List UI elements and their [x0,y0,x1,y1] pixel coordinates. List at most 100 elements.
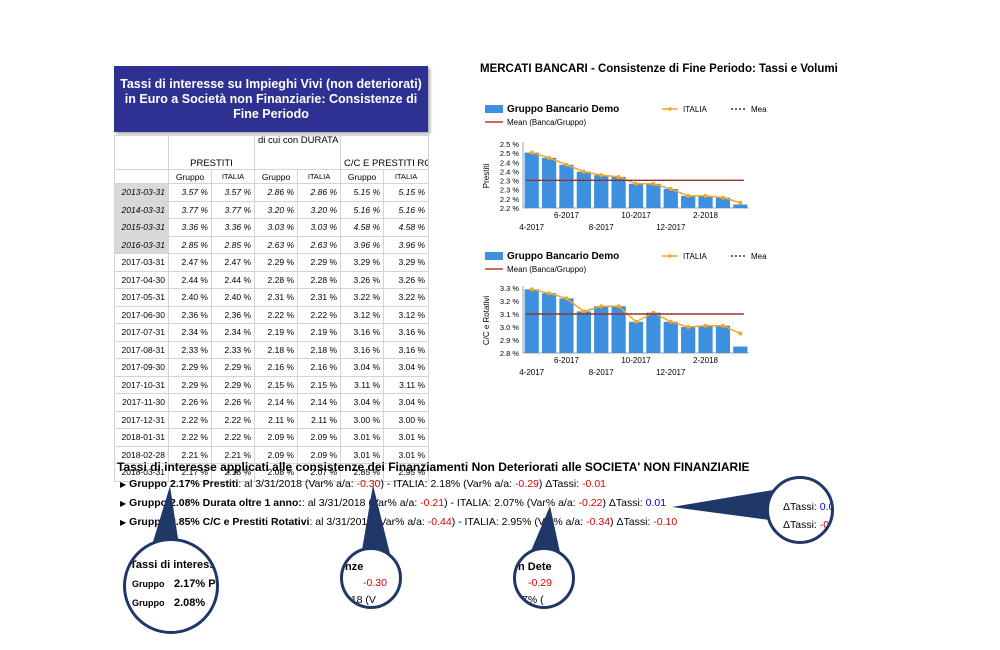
x-tick-label: 4-2017 [519,368,544,377]
x-tick-label: 8-2017 [589,223,614,232]
italia-point [599,304,604,309]
line-text: ) ΔTassi: [538,478,583,490]
x-tick-label: 4-2017 [519,223,544,232]
italia-point [703,193,708,198]
line-prefix: Gruppo [129,497,170,509]
y-tick-label: 3.1 % [500,310,520,319]
var-group: -0.21 [420,497,445,509]
x-tick-label: 12-2017 [656,223,686,232]
lens-text: 0.01 [819,501,834,513]
y-tick-label: 2.5 % [500,149,520,158]
bullet-icon: ▶ [120,518,127,527]
italia-point [616,304,621,309]
italia-point [529,287,534,292]
y-axis-label: Prestiti [482,164,491,189]
table-row: 2018-03-31 2.17 % 2.18 % 2.08 % 2.07 % 2.85 %… [114,463,430,482]
italia-point [686,325,691,329]
y-axis-label: C/C e Rotativi [482,296,491,346]
var-italia: -0.34 [586,516,611,528]
bar [559,164,574,208]
var-italia: -0.29 [514,478,539,490]
delta-tassi: -0.10 [653,516,678,528]
italia-point [651,181,656,186]
table-row: 2017-04-30 2.44 % 2.44 % 2.28 % 2.28 % 3.26 %… [114,270,430,289]
lens-text: Gruppo [132,579,165,589]
y-tick-label: 2.8 % [500,349,520,358]
lens-text: 2.08% [174,597,206,609]
y-tick-label: 2.3 % [500,177,520,186]
summary-line: ▶ Gruppo 2.17% Prestiti: al 3/31/2018 (Va… [120,478,606,490]
bar [628,183,644,208]
italia-point [564,296,569,301]
rate-cell: 2.18 % [210,463,256,482]
bar [524,289,539,353]
bar [611,306,626,353]
y-tick-label: 3.2 % [500,297,520,306]
italia-point [634,181,638,186]
y-tick-label: 2.5 % [500,140,520,149]
rate-cell: 3.04 % [383,358,430,377]
chart-prestiti: Gruppo Bancario Demo ITALIA Mean - Italia M… [482,104,767,232]
bar [715,325,731,353]
italia-point [703,323,708,328]
table-title: Tassi di interesse su Impieghi Vivi (non… [114,66,428,132]
delta-tassi: 0.01 [645,497,667,509]
rates-table: PRESTITI di cui con DURATA OLTRE 1 ANNO … [114,135,430,482]
legend-label-italia: ITALIA [683,105,708,114]
delta-tassi: -0.01 [582,478,606,490]
corner-cell [114,135,169,170]
y-tick-label: 2.2 % [500,204,520,213]
legend-label-mean-italia: Mean - Italia [751,105,767,114]
bar [733,204,748,208]
italia-point [686,193,691,198]
bar [541,293,557,353]
bar [559,298,574,353]
lens-text: -0.30 [363,577,387,589]
magnifier-lens-group: Tassi di interess Gruppo 2.17% P Gruppo … [123,538,219,634]
rate-cell: 2.08 % [254,463,299,482]
bar [663,321,678,353]
x-tick-label: 2-2018 [693,211,718,220]
rate-cell: 2.17 % [168,463,212,482]
table-row: 2017-08-31 2.33 % 2.33 % 2.18 % 2.18 % 3.16 %… [114,340,430,359]
legend-swatch-group [485,105,503,113]
legend-label-italia: ITALIA [683,252,708,261]
line-value: 2.08% Durata oltre 1 anno: [169,497,302,509]
italia-point [547,155,552,160]
magnifier-lens-italia: n Dete -0.29 7% ( [513,547,575,609]
y-tick-label: 2.4 % [500,158,520,167]
lens-text: 2.17% P [174,578,216,590]
lens-text: 7% ( [522,594,544,606]
italia-point [616,174,621,179]
italia-point [720,323,725,328]
rate-cell: 2.95 % [383,463,430,482]
bar [646,183,661,208]
lens-text: Gruppo [132,598,165,608]
table-row: 2017-06-30 2.36 % 2.36 % 2.22 % 2.22 % 3.12 %… [114,305,430,324]
x-tick-label: 10-2017 [621,356,651,365]
bar [733,346,748,353]
row-date: 2018-03-31 [114,463,169,482]
legend-label-group: Gruppo Bancario Demo [507,104,619,115]
x-tick-label: 8-2017 [589,368,614,377]
var-italia: -0.22 [578,497,603,509]
header-prestiti: PRESTITI [167,135,256,170]
lens-text: -0 [819,519,830,531]
line-prefix: Gruppo [129,516,170,528]
magnifier-lens-var: nze -0.30 018 (V [340,547,402,609]
y-tick-label: 2.3 % [500,186,520,195]
table-row: 2015-03-31 3.36 % 3.36 % 3.03 % 3.03 % 4.58 %… [114,218,430,237]
italia-point [599,173,604,178]
bar [628,321,644,353]
x-tick-label: 6-2017 [554,211,579,220]
y-tick-label: 2.4 % [500,167,520,176]
table-row: 2017-11-30 2.26 % 2.26 % 2.14 % 2.14 % 3.04 %… [114,393,430,412]
rate-cell: 2.85 % [210,235,256,254]
bar [698,325,713,353]
italia-point [547,291,552,296]
lens-text: -0.29 [528,577,552,589]
italia-point [668,319,673,324]
y-tick-label: 2.9 % [500,336,520,345]
table-row: 2017-10-31 2.29 % 2.29 % 2.15 % 2.15 % 3.11 %… [114,375,430,394]
